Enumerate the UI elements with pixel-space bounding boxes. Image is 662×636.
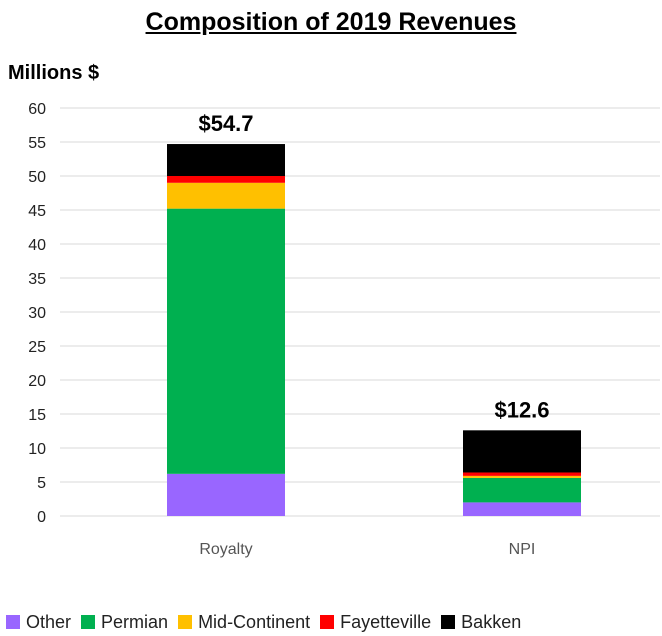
bar-segment-other-royalty (167, 473, 285, 516)
bar-segment-fayetteville-npi (463, 472, 581, 476)
y-tick-label: 35 (28, 271, 46, 288)
legend-swatch (81, 615, 96, 629)
legend-item: Bakken (441, 612, 521, 633)
y-tick-label: 15 (28, 407, 46, 424)
legend-label: Bakken (461, 612, 522, 632)
x-category-label: Royalty (199, 541, 252, 558)
y-tick-label: 40 (28, 237, 46, 254)
legend-swatch (178, 615, 193, 629)
bar-segment-bakken-royalty (167, 144, 285, 176)
y-tick-label: 45 (28, 203, 46, 220)
x-category-label: NPI (509, 541, 536, 558)
bar-segment-other-npi (463, 502, 581, 516)
bar-segment-mid-continent-royalty (167, 182, 285, 209)
y-tick-label: 30 (28, 305, 46, 322)
bar-segment-mid-continent-npi (463, 475, 581, 478)
legend-item: Other (6, 612, 71, 633)
legend-label: Permian (101, 612, 169, 632)
legend-item: Fayetteville (320, 612, 431, 633)
legend-item: Mid-Continent (178, 612, 310, 633)
chart-title: Composition of 2019 Revenues (145, 8, 517, 36)
y-axis-label: Millions $ (8, 62, 100, 84)
y-tick-label: 25 (28, 339, 46, 356)
stacked-bar-chart: 0 5 10 15 20 25 30 35 40 45 50 55 60 $54.7 Royalty $12… (28, 101, 660, 558)
bar-segment-permian-npi (463, 477, 581, 503)
legend-swatch (441, 615, 456, 629)
legend-label: Mid-Continent (198, 612, 311, 632)
total-label: $12.6 (494, 397, 549, 422)
bar-segment-permian-royalty (167, 208, 285, 474)
legend: Other Permian Mid-Continent Fayetteville Bak… (0, 612, 662, 633)
y-tick-label: 10 (28, 441, 46, 458)
bar-segment-bakken-npi (463, 430, 581, 473)
legend-label: Other (26, 612, 72, 632)
legend-swatch (320, 615, 335, 629)
y-tick-label: 20 (28, 373, 46, 390)
legend-label: Fayetteville (340, 612, 432, 632)
y-tick-label: 55 (28, 135, 46, 152)
total-label: $54.7 (198, 111, 253, 136)
legend-item: Permian (81, 612, 168, 633)
y-tick-label: 60 (28, 101, 46, 118)
y-tick-label: 5 (37, 475, 46, 492)
y-tick-label: 0 (37, 509, 46, 526)
bar-segment-fayetteville-royalty (167, 176, 285, 183)
legend-swatch (6, 615, 20, 629)
y-tick-label: 50 (28, 169, 46, 186)
